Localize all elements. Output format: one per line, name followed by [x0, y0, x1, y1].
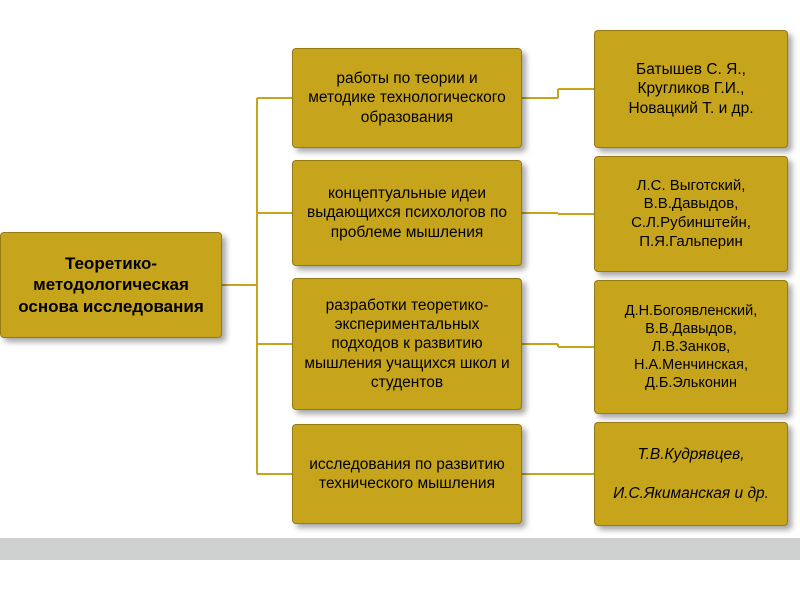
- level2-label: разработки теоретико-экспериментальных п…: [301, 296, 513, 393]
- level2-label: работы по теории и методике технологичес…: [301, 69, 513, 127]
- level2-node: исследования по развитию технического мы…: [292, 424, 522, 524]
- level3-label-line: Батышев С. Я.,: [636, 60, 746, 79]
- bottom-bar: [0, 538, 800, 560]
- level3-label-line: Д.Б.Эльконин: [645, 374, 737, 392]
- level3-node: Д.Н.Богоявленский,В.В.Давыдов,Л.В.Занков…: [594, 280, 788, 414]
- level3-label-line: В.В.Давыдов,: [644, 195, 739, 214]
- level3-node: Л.С. Выготский,В.В.Давыдов,С.Л.Рубинштей…: [594, 156, 788, 272]
- level3-label-line: Н.А.Менчинская,: [634, 356, 748, 374]
- level3-label-line: В.В.Давыдов,: [645, 320, 737, 338]
- level3-label-line: С.Л.Рубинштейн,: [631, 214, 751, 233]
- level2-label: концептуальные идеи выдающихся психолого…: [301, 184, 513, 242]
- level2-node: концептуальные идеи выдающихся психолого…: [292, 160, 522, 266]
- level3-label-line: Новацкий Т. и др.: [628, 99, 753, 118]
- level3-label-line: Т.В.Кудрявцев,: [637, 445, 744, 464]
- level2-label: исследования по развитию технического мы…: [301, 455, 513, 494]
- level3-node: Батышев С. Я.,Кругликов Г.И.,Новацкий Т.…: [594, 30, 788, 148]
- level3-label-line: Д.Н.Богоявленский,: [625, 302, 758, 320]
- level3-label-line: [689, 464, 693, 483]
- level3-label-line: Кругликов Г.И.,: [638, 79, 745, 98]
- level3-label-line: П.Я.Гальперин: [639, 233, 743, 252]
- root-label: Теоретико-методологическая основа исслед…: [7, 253, 215, 317]
- level3-label-line: Л.В.Занков,: [652, 338, 730, 356]
- level3-node: Т.В.Кудрявцев, И.С.Якиманская и др.: [594, 422, 788, 526]
- level2-node: работы по теории и методике технологичес…: [292, 48, 522, 148]
- level3-label-line: Л.С. Выготский,: [637, 177, 746, 196]
- level2-node: разработки теоретико-экспериментальных п…: [292, 278, 522, 410]
- root-node: Теоретико-методологическая основа исслед…: [0, 232, 222, 338]
- level3-label-line: И.С.Якиманская и др.: [613, 484, 769, 503]
- diagram-canvas: Теоретико-методологическая основа исслед…: [0, 0, 800, 600]
